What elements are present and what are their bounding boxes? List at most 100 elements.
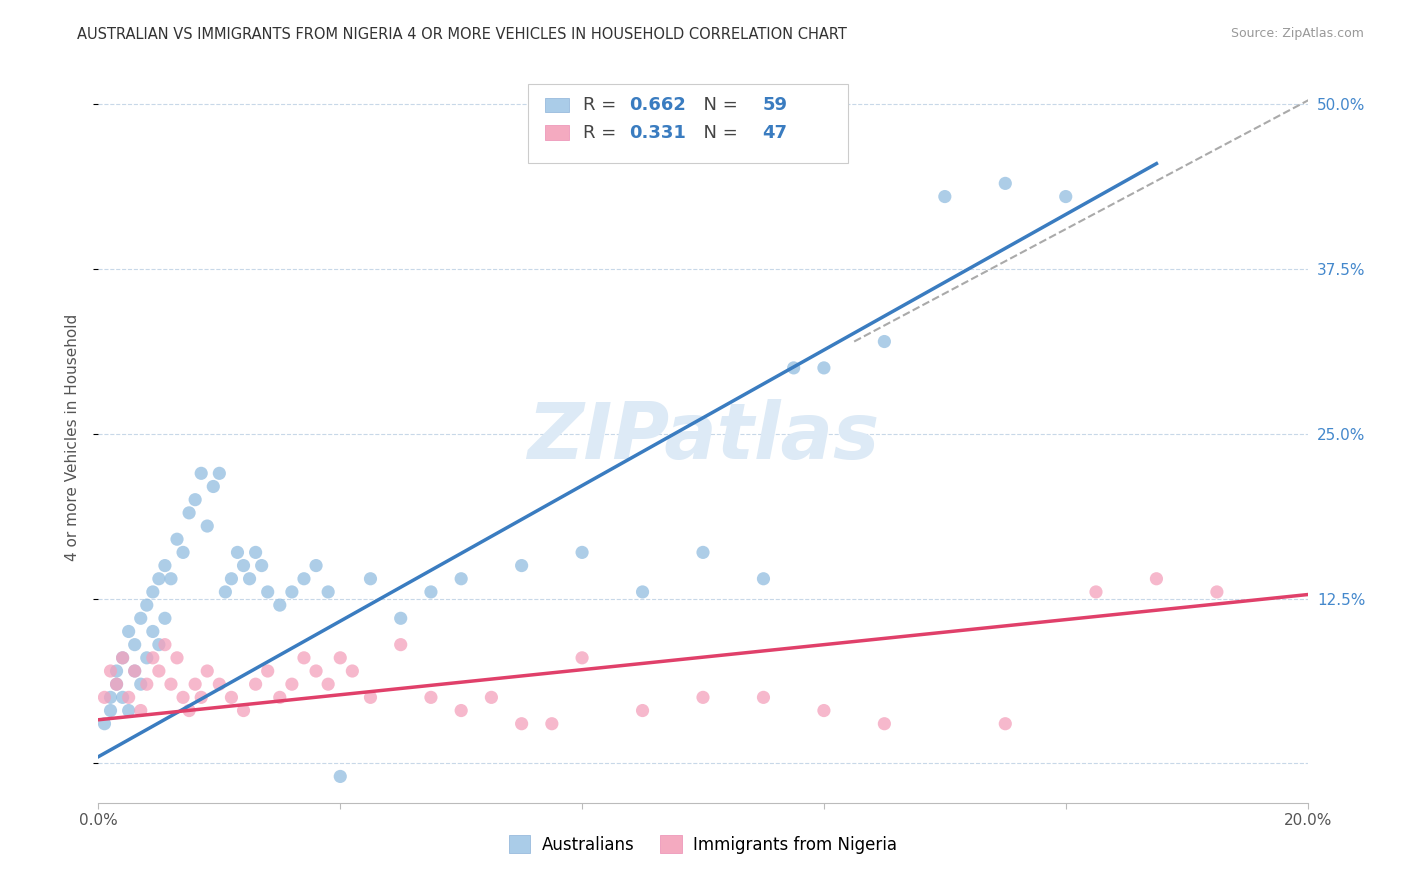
Point xyxy=(142,624,165,639)
Point xyxy=(752,572,775,586)
Point xyxy=(118,624,141,639)
Point xyxy=(195,519,218,533)
Point xyxy=(269,690,291,705)
Point xyxy=(148,664,170,678)
Point xyxy=(360,690,382,705)
Point xyxy=(190,690,212,705)
Point xyxy=(389,638,412,652)
Point xyxy=(292,572,315,586)
Point xyxy=(813,704,835,718)
Text: 59: 59 xyxy=(762,96,787,114)
Point xyxy=(129,677,152,691)
Point xyxy=(100,704,122,718)
Point xyxy=(111,650,134,665)
Point xyxy=(221,690,243,705)
Text: 47: 47 xyxy=(762,124,787,142)
Point xyxy=(692,545,714,559)
Text: AUSTRALIAN VS IMMIGRANTS FROM NIGERIA 4 OR MORE VEHICLES IN HOUSEHOLD CORRELATIO: AUSTRALIAN VS IMMIGRANTS FROM NIGERIA 4 … xyxy=(77,27,848,42)
Point xyxy=(179,704,201,718)
Text: Source: ZipAtlas.com: Source: ZipAtlas.com xyxy=(1230,27,1364,40)
Point xyxy=(142,585,165,599)
FancyBboxPatch shape xyxy=(544,98,569,112)
Point xyxy=(232,704,254,718)
Point xyxy=(540,716,562,731)
Point xyxy=(153,638,176,652)
Text: N =: N = xyxy=(692,96,744,114)
Point xyxy=(148,572,170,586)
Point xyxy=(510,716,533,731)
Point xyxy=(1206,585,1229,599)
Point xyxy=(934,189,956,203)
Point xyxy=(124,638,146,652)
Point xyxy=(226,545,249,559)
Point xyxy=(631,585,654,599)
Point xyxy=(510,558,533,573)
Point xyxy=(160,677,183,691)
Point xyxy=(281,677,304,691)
Point xyxy=(994,177,1017,191)
Text: N =: N = xyxy=(692,124,744,142)
Point xyxy=(208,467,231,481)
Point xyxy=(256,664,278,678)
Point xyxy=(631,704,654,718)
Point xyxy=(450,704,472,718)
Point xyxy=(316,585,339,599)
Point xyxy=(184,492,207,507)
Point xyxy=(111,650,134,665)
Point xyxy=(481,690,503,705)
Point xyxy=(105,677,128,691)
Point xyxy=(873,334,896,349)
Point xyxy=(214,585,236,599)
Legend: Australians, Immigrants from Nigeria: Australians, Immigrants from Nigeria xyxy=(502,829,904,860)
Point xyxy=(100,690,122,705)
Text: ZIPatlas: ZIPatlas xyxy=(527,399,879,475)
Point xyxy=(873,716,896,731)
Point xyxy=(179,506,201,520)
Point xyxy=(135,598,157,612)
Y-axis label: 4 or more Vehicles in Household: 4 or more Vehicles in Household xyxy=(65,313,80,561)
Point xyxy=(153,558,176,573)
Point xyxy=(195,664,218,678)
Point xyxy=(239,572,262,586)
Point xyxy=(135,650,157,665)
Point xyxy=(389,611,412,625)
Point xyxy=(160,572,183,586)
Point xyxy=(281,585,304,599)
Point xyxy=(184,677,207,691)
Point xyxy=(329,650,352,665)
Point xyxy=(1054,189,1077,203)
Point xyxy=(752,690,775,705)
Point xyxy=(305,664,328,678)
Point xyxy=(172,545,194,559)
Point xyxy=(420,690,443,705)
FancyBboxPatch shape xyxy=(527,84,848,163)
Text: R =: R = xyxy=(583,96,623,114)
Point xyxy=(118,690,141,705)
Point xyxy=(105,677,128,691)
Point xyxy=(166,650,188,665)
Point xyxy=(129,704,152,718)
Point xyxy=(571,545,593,559)
Point xyxy=(93,716,115,731)
Point xyxy=(256,585,278,599)
Point xyxy=(153,611,176,625)
Point xyxy=(124,664,146,678)
Point xyxy=(994,716,1017,731)
Point xyxy=(692,690,714,705)
Point xyxy=(1085,585,1108,599)
Point xyxy=(142,650,165,665)
Point xyxy=(135,677,157,691)
Point xyxy=(166,533,188,547)
Point xyxy=(245,545,267,559)
Point xyxy=(129,611,152,625)
Point xyxy=(111,690,134,705)
Point xyxy=(292,650,315,665)
Point xyxy=(329,769,352,783)
Text: 0.331: 0.331 xyxy=(630,124,686,142)
Point xyxy=(571,650,593,665)
Point xyxy=(124,664,146,678)
Point xyxy=(1144,572,1167,586)
Text: 0.662: 0.662 xyxy=(630,96,686,114)
Point xyxy=(202,479,225,493)
Text: R =: R = xyxy=(583,124,623,142)
